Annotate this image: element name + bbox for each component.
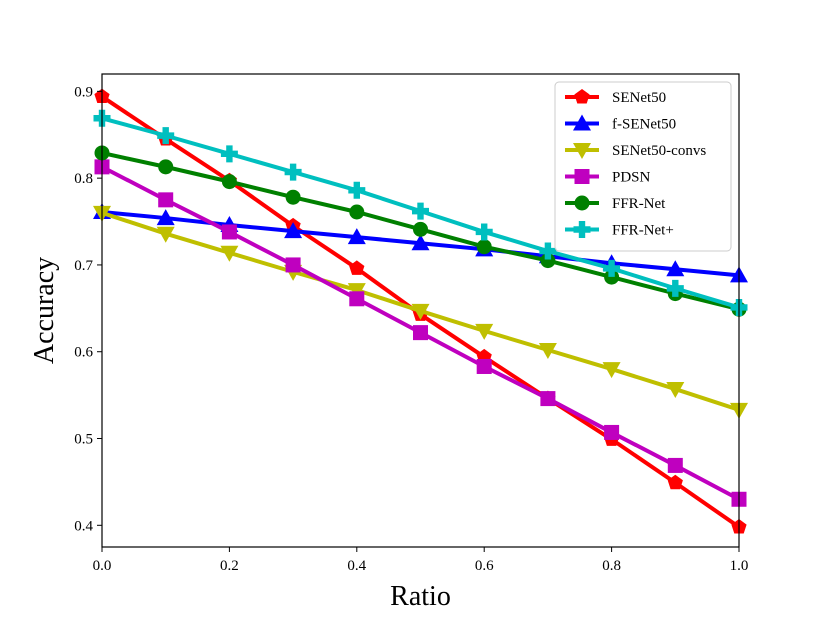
data-point bbox=[476, 358, 492, 374]
data-point bbox=[540, 391, 556, 407]
legend-marker bbox=[574, 169, 590, 184]
legend-label: PDSN bbox=[612, 170, 651, 186]
data-point bbox=[666, 260, 685, 277]
data-point bbox=[220, 245, 239, 262]
data-point bbox=[604, 424, 620, 440]
plot-frame bbox=[101, 73, 740, 548]
x-tick-label: 0.6 bbox=[475, 558, 494, 574]
x-axis-title: Ratio bbox=[390, 581, 451, 612]
legend-item: SENet50 bbox=[565, 89, 666, 106]
x-tick-label: 1.0 bbox=[730, 558, 749, 574]
legend-item: f-SENet50 bbox=[565, 114, 676, 133]
data-point bbox=[285, 189, 301, 205]
data-point bbox=[539, 242, 557, 260]
data-point bbox=[476, 239, 492, 255]
data-point bbox=[347, 283, 366, 300]
legend-marker bbox=[573, 114, 591, 131]
y-tick-label: 0.7 bbox=[74, 258, 93, 274]
legend-item: SENet50-convs bbox=[565, 143, 706, 159]
legend-label: SENet50-convs bbox=[612, 143, 706, 159]
data-point bbox=[284, 222, 303, 239]
data-point bbox=[348, 181, 366, 199]
data-point bbox=[284, 163, 302, 181]
legend-marker bbox=[574, 195, 590, 211]
y-tick-label: 0.9 bbox=[74, 84, 93, 100]
legend-marker bbox=[573, 143, 591, 159]
series-SENet50-convs bbox=[93, 205, 748, 419]
data-point bbox=[413, 221, 428, 237]
legend-label: FFR-Net bbox=[612, 196, 666, 212]
data-point bbox=[540, 253, 556, 269]
data-point bbox=[156, 226, 175, 243]
data-point bbox=[347, 228, 366, 245]
legend-item: FFR-Net+ bbox=[565, 221, 674, 239]
data-point bbox=[667, 474, 683, 490]
y-tick-label: 0.8 bbox=[74, 171, 93, 187]
data-point bbox=[411, 303, 430, 320]
legend-item: PDSN bbox=[565, 169, 651, 186]
axes-layer: 0.0 0.2 0.4 0.6 0.8 1.0 0.4 0.5 0.6 0.7 0.8 0.9 bbox=[74, 84, 748, 574]
data-point bbox=[349, 204, 365, 220]
data-point bbox=[538, 342, 557, 359]
data-point bbox=[602, 362, 621, 379]
data-point bbox=[156, 209, 175, 226]
data-point bbox=[666, 279, 684, 297]
legend-marker bbox=[573, 221, 591, 238]
legend-label: SENet50 bbox=[612, 90, 666, 106]
y-axis-title: Accuracy bbox=[29, 257, 60, 364]
data-point bbox=[411, 234, 430, 251]
data-point bbox=[666, 382, 685, 399]
data-point bbox=[158, 159, 174, 175]
data-point bbox=[412, 202, 429, 220]
data-point bbox=[221, 174, 237, 190]
legend-marker bbox=[574, 89, 590, 104]
data-point bbox=[349, 260, 365, 275]
data-point bbox=[475, 323, 494, 340]
data-point bbox=[413, 325, 428, 341]
data-point bbox=[667, 457, 683, 473]
data-point bbox=[349, 291, 365, 307]
legend-label: f-SENet50 bbox=[612, 117, 676, 133]
x-tick-label: 0.0 bbox=[93, 558, 112, 574]
y-tick-label: 0.6 bbox=[74, 345, 93, 361]
x-tick-label: 0.4 bbox=[347, 558, 366, 574]
y-tick-label: 0.5 bbox=[74, 432, 93, 448]
data-point bbox=[604, 269, 620, 285]
legend: SENet50 f-SENet50 SENet50-convs PDSN FFR-Net… bbox=[554, 81, 732, 252]
data-point bbox=[157, 127, 175, 145]
series-FFR-Net bbox=[94, 145, 747, 317]
x-tick-label: 0.8 bbox=[602, 558, 621, 574]
data-point bbox=[221, 224, 237, 240]
series-layer bbox=[93, 88, 748, 534]
legend-item: FFR-Net bbox=[565, 195, 666, 212]
data-point bbox=[158, 192, 174, 208]
legend-label: FFR-Net+ bbox=[612, 223, 674, 239]
data-point bbox=[285, 257, 301, 273]
data-point bbox=[220, 145, 238, 163]
data-point bbox=[603, 259, 621, 277]
x-tick-label: 0.2 bbox=[220, 558, 239, 574]
data-point bbox=[475, 223, 493, 241]
y-tick-label: 0.4 bbox=[74, 518, 93, 534]
